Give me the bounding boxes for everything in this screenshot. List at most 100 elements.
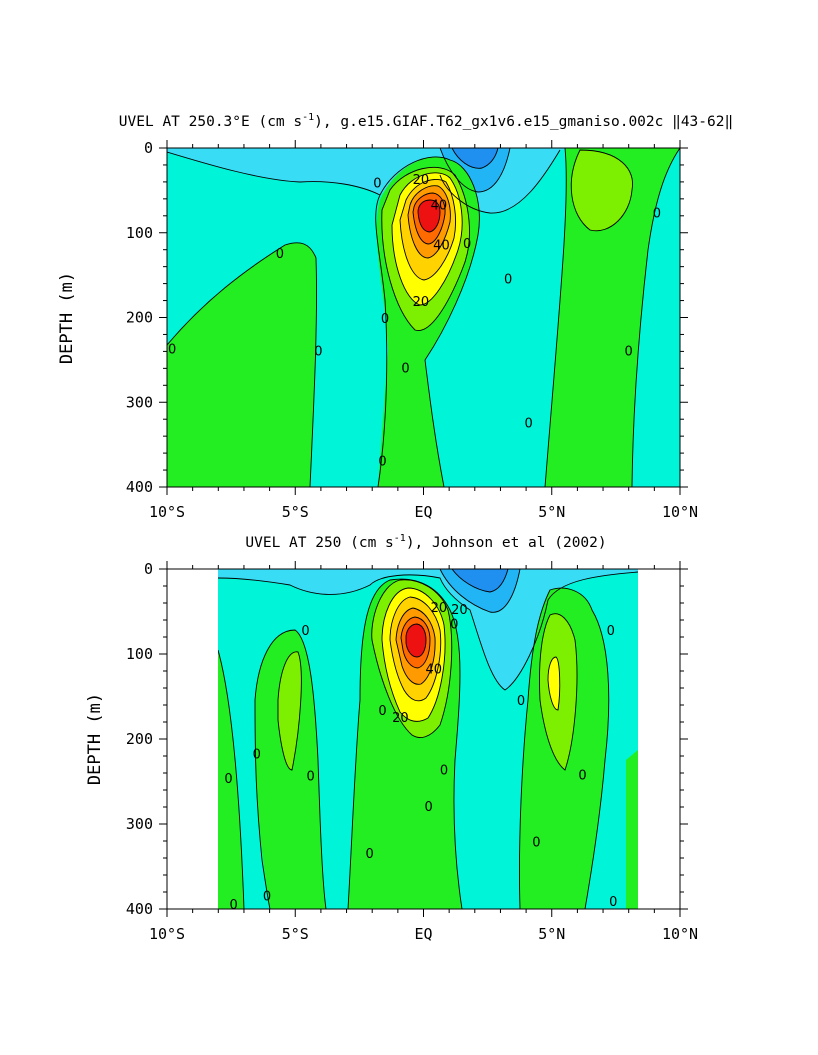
- obs-contour-line-neg10: [218, 571, 638, 691]
- contour-label: 20: [392, 711, 409, 726]
- y-axis-label-model: DEPTH (m): [57, 272, 77, 364]
- contour-label: 0: [373, 177, 381, 192]
- contour-label: 40: [433, 238, 450, 253]
- contour-label: 0: [532, 836, 540, 851]
- contour-field-observations: [218, 569, 638, 909]
- contour-field-model: [167, 148, 680, 487]
- y-tick-label: 300: [126, 815, 153, 833]
- band-neg10-south: [265, 148, 372, 162]
- contour-line-40: [407, 185, 451, 259]
- y-tick-label: 200: [126, 309, 153, 327]
- contour-label: 0: [306, 769, 314, 784]
- obs-contour-line-neg30: [451, 569, 509, 593]
- contour-label: 0: [578, 769, 586, 784]
- y-tick-label: 0: [144, 560, 153, 578]
- obs-contour-line-30: [389, 596, 442, 702]
- contour-label: 0: [253, 747, 261, 762]
- band-neg10-surface: [167, 148, 680, 214]
- contour-label: 0: [440, 763, 448, 778]
- contour-label: 40: [431, 199, 448, 214]
- obs-contour-line-25: [381, 587, 446, 722]
- contour-line-30: [399, 179, 457, 281]
- contour-label: 0: [517, 694, 525, 709]
- contour-line-70: [417, 199, 441, 233]
- contour-label: 0: [653, 206, 661, 221]
- contour-label: 0: [381, 312, 389, 327]
- x-tick-label: 10°N: [662, 925, 698, 943]
- contour-label: 20: [431, 601, 448, 616]
- contour-line-20: [381, 167, 470, 331]
- contour-line-0-n: [544, 148, 567, 487]
- contour-label: 0: [263, 889, 271, 904]
- chart-title-model: UVEL AT 250.3°E (cm s-1), g.e15.GIAF.T62…: [119, 112, 733, 130]
- obs-band-70-core: [406, 624, 426, 657]
- x-tick-label: 10°N: [662, 503, 698, 521]
- obs-band-neg30: [452, 569, 508, 592]
- panel-observations: UVEL AT 250 (cm s-1), Johnson et al (200…: [85, 533, 698, 943]
- contour-label: 0: [276, 247, 284, 262]
- x-tick-label: EQ: [414, 503, 432, 521]
- contour-label: 0: [504, 272, 512, 287]
- band-neg30: [452, 148, 498, 169]
- x-tick-label: 5°N: [538, 925, 565, 943]
- chart-title-observations: UVEL AT 250 (cm s-1), Johnson et al (200…: [245, 533, 606, 551]
- obs-contour-line-40: [395, 607, 436, 685]
- obs-contour-line-20-north: [539, 613, 578, 771]
- obs-contour-line-70: [405, 623, 427, 658]
- y-tick-label: 100: [126, 645, 153, 663]
- band-20-north: [571, 150, 633, 231]
- contour-label: 0: [525, 416, 533, 431]
- x-tick-label: 5°N: [538, 503, 565, 521]
- y-tick-label: 400: [126, 900, 153, 918]
- contour-label: 0: [424, 800, 432, 815]
- contour-line-neg20: [439, 148, 511, 193]
- contour-label: 0: [378, 455, 386, 470]
- contour-line-0-ne: [631, 148, 680, 487]
- contour-label: 0: [463, 237, 471, 252]
- contour-label: 0: [168, 343, 176, 358]
- contour-line-0-sw: [167, 242, 317, 487]
- x-tick-label: 5°S: [282, 925, 309, 943]
- x-tick-label: 10°S: [149, 503, 185, 521]
- band-70-core: [418, 200, 440, 232]
- obs-band-neg10: [218, 569, 638, 690]
- y-tick-label: 300: [126, 393, 153, 411]
- contour-label: 40: [425, 662, 442, 677]
- obs-contour-line-0-north: [519, 587, 610, 909]
- y-tick-label: 400: [126, 478, 153, 496]
- contour-label: 20: [451, 603, 468, 618]
- y-tick-label: 0: [144, 139, 153, 157]
- contour-line-55: [412, 192, 446, 245]
- obs-contour-line-25-north: [547, 656, 561, 711]
- contour-label: 0: [230, 898, 238, 913]
- y-tick-label: 100: [126, 224, 153, 242]
- obs-contour-line-55: [400, 616, 431, 669]
- obs-band-25-north: [548, 657, 560, 710]
- contour-line-25: [391, 172, 463, 306]
- contour-line-20-north: [570, 149, 634, 232]
- obs-contour-line-neg20: [439, 569, 521, 613]
- y-tick-label: 200: [126, 730, 153, 748]
- contour-line-neg30: [451, 148, 499, 169]
- obs-contour-line-20: [371, 579, 453, 738]
- contour-label: 0: [609, 895, 617, 910]
- y-axis-label-observations: DEPTH (m): [85, 693, 105, 785]
- contour-label: 0: [378, 704, 386, 719]
- obs-band-20-south: [278, 651, 302, 770]
- panel-model: UVEL AT 250.3°E (cm s-1), g.e15.GIAF.T62…: [57, 112, 733, 521]
- contour-label: 0: [365, 847, 373, 862]
- contour-label: 0: [301, 624, 309, 639]
- band-10-southwest: [167, 242, 317, 487]
- contour-label: 0: [401, 361, 409, 376]
- contour-line-neg10: [167, 149, 561, 214]
- contour-label: 0: [625, 344, 633, 359]
- contour-label: 0: [314, 344, 322, 359]
- contour-label: 20: [413, 173, 430, 188]
- obs-band-10-west: [218, 650, 244, 909]
- contour-line-0-eq: [375, 156, 480, 487]
